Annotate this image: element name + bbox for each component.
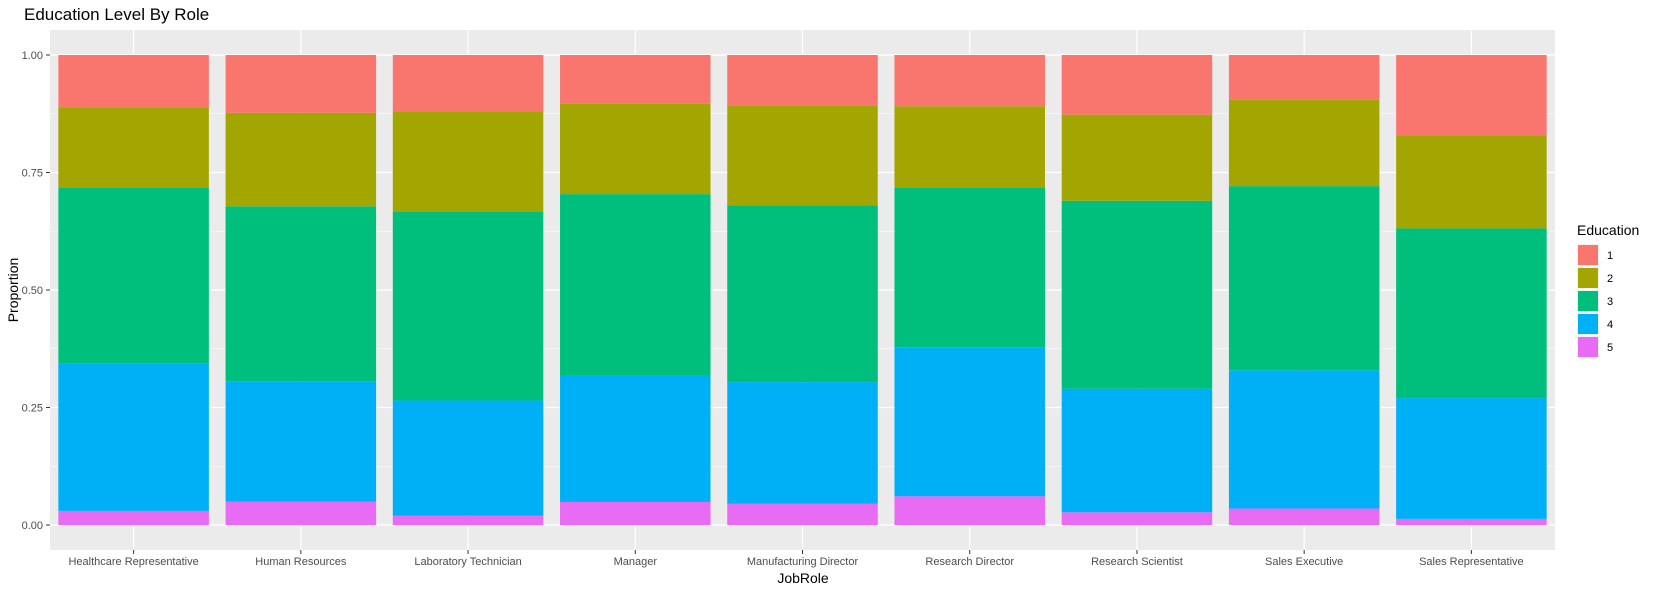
bar-segment-2 bbox=[1228, 99, 1380, 187]
bar-segment-3 bbox=[1396, 228, 1547, 399]
legend-label-4: 4 bbox=[1607, 319, 1613, 331]
y-tick-label: 0.75 bbox=[22, 168, 43, 180]
bar-segment-3 bbox=[560, 194, 711, 376]
legend-label-2: 2 bbox=[1607, 273, 1613, 285]
bar-segment-4 bbox=[727, 382, 878, 504]
x-tick-label: Sales Executive bbox=[1265, 556, 1343, 568]
x-tick-label: Research Director bbox=[925, 556, 1014, 568]
bar-segment-5 bbox=[1396, 518, 1547, 525]
bar-segment-1 bbox=[1061, 55, 1213, 115]
legend-swatch-5 bbox=[1578, 337, 1598, 357]
bar-segment-2 bbox=[894, 106, 1045, 189]
bar-segment-5 bbox=[1061, 512, 1213, 525]
bar-segment-5 bbox=[560, 501, 711, 525]
y-axis-title: Proportion bbox=[5, 258, 21, 323]
legend-swatch-3 bbox=[1578, 291, 1598, 311]
legend-swatch-1 bbox=[1578, 245, 1598, 265]
bar-segment-3 bbox=[1228, 186, 1380, 371]
bar-segment-2 bbox=[1061, 114, 1213, 201]
legend-label-1: 1 bbox=[1607, 250, 1613, 262]
x-tick-label: Manufacturing Director bbox=[747, 556, 859, 568]
bar-segment-4 bbox=[1228, 370, 1380, 509]
bar-segment-4 bbox=[58, 363, 209, 511]
y-axis: 0.00 0.25 0.50 0.75 1.00 bbox=[22, 50, 50, 532]
x-axis-title: JobRole bbox=[777, 570, 829, 586]
y-tick-label: 0.25 bbox=[22, 403, 43, 415]
bar-segment-5 bbox=[894, 496, 1045, 525]
x-tick-label: Healthcare Representative bbox=[68, 556, 198, 568]
legend: Education 1 2 3 4 5 bbox=[1577, 222, 1639, 358]
y-tick-label: 0.00 bbox=[22, 520, 43, 532]
bar-segment-1 bbox=[225, 55, 377, 113]
bar-segment-2 bbox=[225, 112, 377, 207]
bar-segment-4 bbox=[894, 347, 1045, 497]
bar-segment-4 bbox=[225, 381, 377, 502]
bar-segment-1 bbox=[727, 55, 878, 106]
bar-segment-2 bbox=[727, 105, 878, 206]
bar-segment-1 bbox=[894, 55, 1045, 107]
bar-segment-3 bbox=[225, 206, 377, 382]
x-tick-label: Manager bbox=[614, 556, 658, 568]
bar-segment-4 bbox=[1061, 388, 1213, 513]
bar-segment-5 bbox=[1228, 508, 1380, 525]
bar-segment-4 bbox=[392, 400, 544, 516]
bar-segment-1 bbox=[392, 55, 544, 112]
bar-segment-2 bbox=[560, 103, 711, 195]
legend-label-3: 3 bbox=[1607, 296, 1613, 308]
y-tick-label: 1.00 bbox=[22, 50, 43, 62]
bar-segment-5 bbox=[225, 501, 377, 525]
x-tick-label: Sales Representative bbox=[1419, 556, 1524, 568]
x-tick-label: Human Resources bbox=[255, 556, 347, 568]
bar-segment-5 bbox=[727, 503, 878, 525]
bar-segment-5 bbox=[58, 510, 209, 525]
bar-segment-1 bbox=[58, 55, 209, 108]
bar-segment-4 bbox=[560, 375, 711, 502]
bar-segment-1 bbox=[1228, 55, 1380, 100]
legend-title: Education bbox=[1577, 222, 1639, 238]
x-tick-label: Research Scientist bbox=[1091, 556, 1183, 568]
x-tick-label: Laboratory Technician bbox=[414, 556, 521, 568]
bar-segment-2 bbox=[1396, 135, 1547, 229]
bar-segment-3 bbox=[1061, 200, 1213, 389]
bar-segment-4 bbox=[1396, 398, 1547, 519]
bar-segment-2 bbox=[392, 111, 544, 212]
bar-segment-5 bbox=[392, 515, 544, 525]
legend-swatch-2 bbox=[1578, 268, 1598, 288]
bars bbox=[58, 55, 1547, 525]
bar-segment-3 bbox=[894, 188, 1045, 348]
bar-segment-1 bbox=[560, 55, 711, 104]
bar-segment-3 bbox=[392, 211, 544, 401]
bar-segment-3 bbox=[58, 188, 209, 364]
x-axis: Healthcare Representative Human Resources… bbox=[68, 550, 1524, 568]
bar-segment-1 bbox=[1396, 55, 1547, 136]
legend-label-5: 5 bbox=[1607, 342, 1613, 354]
bar-segment-3 bbox=[727, 205, 878, 383]
legend-swatch-4 bbox=[1578, 314, 1598, 334]
y-tick-label: 0.50 bbox=[22, 285, 43, 297]
bar-segment-2 bbox=[58, 107, 209, 189]
chart-title: Education Level By Role bbox=[24, 5, 209, 24]
